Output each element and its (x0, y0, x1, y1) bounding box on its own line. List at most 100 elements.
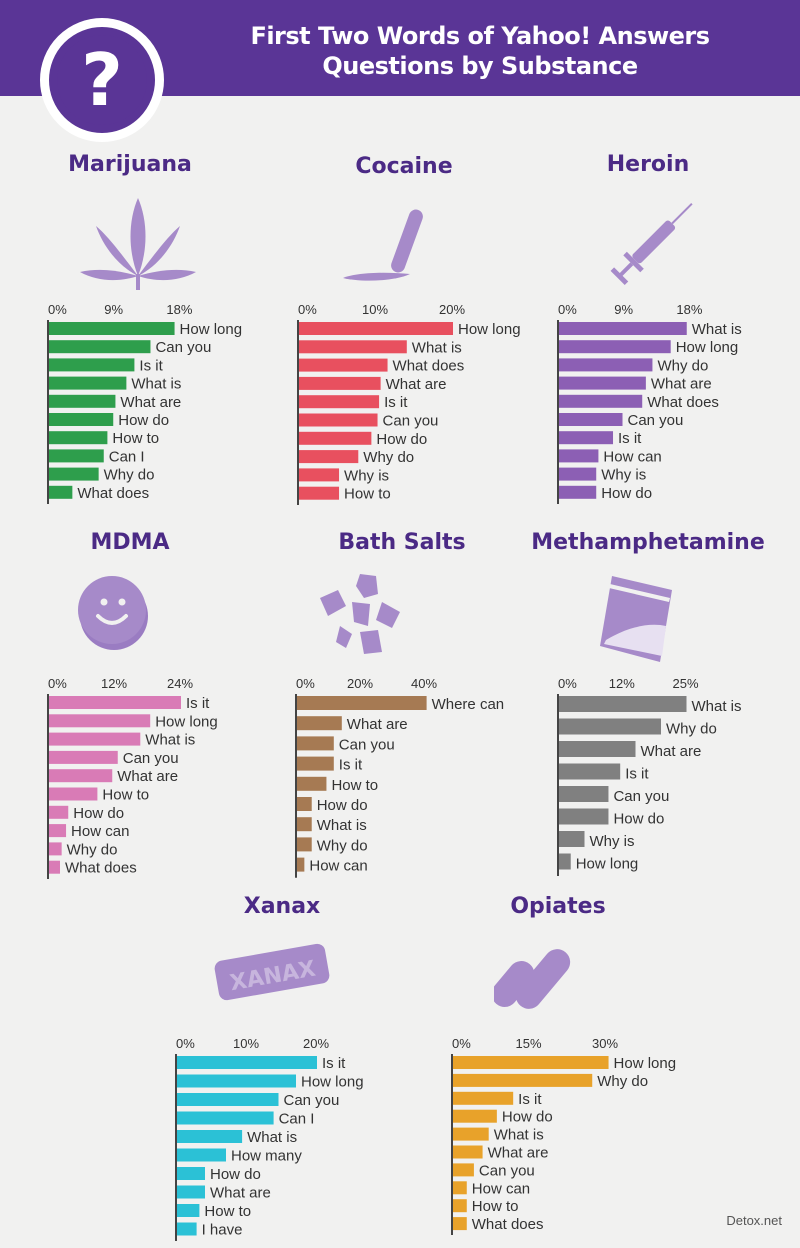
bar (177, 1130, 243, 1143)
bar (299, 431, 372, 445)
x-tick-label: 10% (362, 302, 388, 317)
question-mark-icon: ? (40, 18, 164, 142)
category-label: Why do (363, 449, 414, 466)
bar (299, 340, 407, 354)
category-label: Can I (109, 448, 145, 465)
category-label: How do (376, 431, 427, 448)
source-credit: Detox.net (726, 1213, 782, 1228)
category-label: What is (494, 1127, 544, 1144)
category-label: Why is (601, 467, 646, 484)
category-label: How long (301, 1074, 364, 1091)
bar (177, 1148, 226, 1162)
bar (297, 736, 334, 751)
category-label: Is it (139, 357, 163, 374)
bar (49, 714, 151, 728)
chart-title: Cocaine (355, 154, 453, 179)
category-label: How do (210, 1166, 261, 1183)
category-label: How long (676, 339, 739, 356)
bar-plot: 0% 20% 40% Where can What are Can you Is it How… (295, 676, 504, 878)
category-label: What is (412, 339, 462, 356)
icon-holder (316, 572, 416, 662)
x-tick-label: 24% (167, 676, 193, 691)
bar (299, 395, 380, 409)
category-label: Is it (384, 394, 408, 411)
icon-holder (596, 570, 676, 670)
category-label: How can (603, 448, 661, 465)
bar (49, 824, 67, 838)
category-label: Why do (104, 467, 155, 484)
bar (177, 1204, 200, 1217)
chart-title: Opiates (510, 894, 606, 919)
x-tick-label: 18% (166, 302, 192, 317)
category-label: Why is (344, 467, 389, 484)
category-label: What are (117, 768, 178, 785)
cannabis-leaf-icon (80, 198, 196, 290)
x-tick-label: 0% (296, 676, 315, 691)
category-label: How long (576, 856, 639, 873)
category-label: How long (180, 321, 243, 338)
x-tick-label: 0% (452, 1036, 471, 1051)
bar (559, 696, 687, 712)
bar (49, 769, 113, 783)
category-label: Why do (657, 357, 708, 374)
icon-holder (74, 572, 154, 657)
x-tick-label: 12% (101, 676, 127, 691)
infographic-title-line-1: First Two Words of Yahoo! Answers (250, 22, 710, 50)
bar (559, 718, 661, 735)
bar (49, 340, 151, 354)
bar (559, 808, 609, 825)
x-tick-label: 0% (558, 302, 577, 317)
category-label: What are (386, 376, 447, 393)
chart-title: Xanax (243, 894, 321, 919)
bar (299, 358, 388, 372)
bar (297, 776, 327, 791)
category-label: What is (692, 321, 742, 338)
category-label: What does (647, 394, 719, 411)
x-tick-label: 20% (439, 302, 465, 317)
bar (559, 322, 687, 335)
chart-title: Methamphetamine (531, 530, 765, 555)
x-tick-label: 10% (233, 1036, 259, 1051)
bar (453, 1127, 489, 1141)
bar (559, 831, 585, 847)
category-label: Can you (628, 412, 684, 429)
category-label: How can (472, 1180, 530, 1197)
bar (49, 805, 69, 819)
category-label: Is it (339, 757, 363, 774)
x-tick-label: 25% (672, 676, 698, 691)
bar (559, 376, 646, 390)
category-label: What are (347, 716, 408, 733)
icon-holder (491, 938, 574, 1023)
category-label: How long (155, 713, 218, 730)
bar (559, 485, 597, 499)
bar (453, 1056, 609, 1069)
chart-title: Bath Salts (338, 530, 466, 555)
bar (297, 857, 305, 872)
x-tick-label: 0% (48, 302, 67, 317)
bar (49, 860, 60, 874)
category-label: How do (502, 1109, 553, 1126)
bar (49, 376, 127, 390)
x-tick-label: 0% (558, 676, 577, 691)
bar (559, 413, 623, 426)
bar (297, 797, 312, 811)
category-label: What is (247, 1129, 297, 1146)
category-label: Why do (666, 721, 717, 738)
category-label: Is it (186, 695, 210, 712)
category-label: Can you (284, 1092, 340, 1109)
question-mark-glyph: ? (57, 35, 147, 125)
category-label: How can (309, 858, 367, 875)
bar (49, 842, 62, 856)
category-label: Can you (123, 750, 179, 767)
category-label: Can you (383, 413, 439, 430)
bar (453, 1145, 483, 1159)
bar (49, 750, 118, 764)
capsules-icon (491, 949, 571, 1009)
x-tick-label: 20% (303, 1036, 329, 1051)
category-label: Why do (597, 1073, 648, 1090)
bar (297, 716, 342, 731)
category-label: How do (613, 811, 664, 828)
